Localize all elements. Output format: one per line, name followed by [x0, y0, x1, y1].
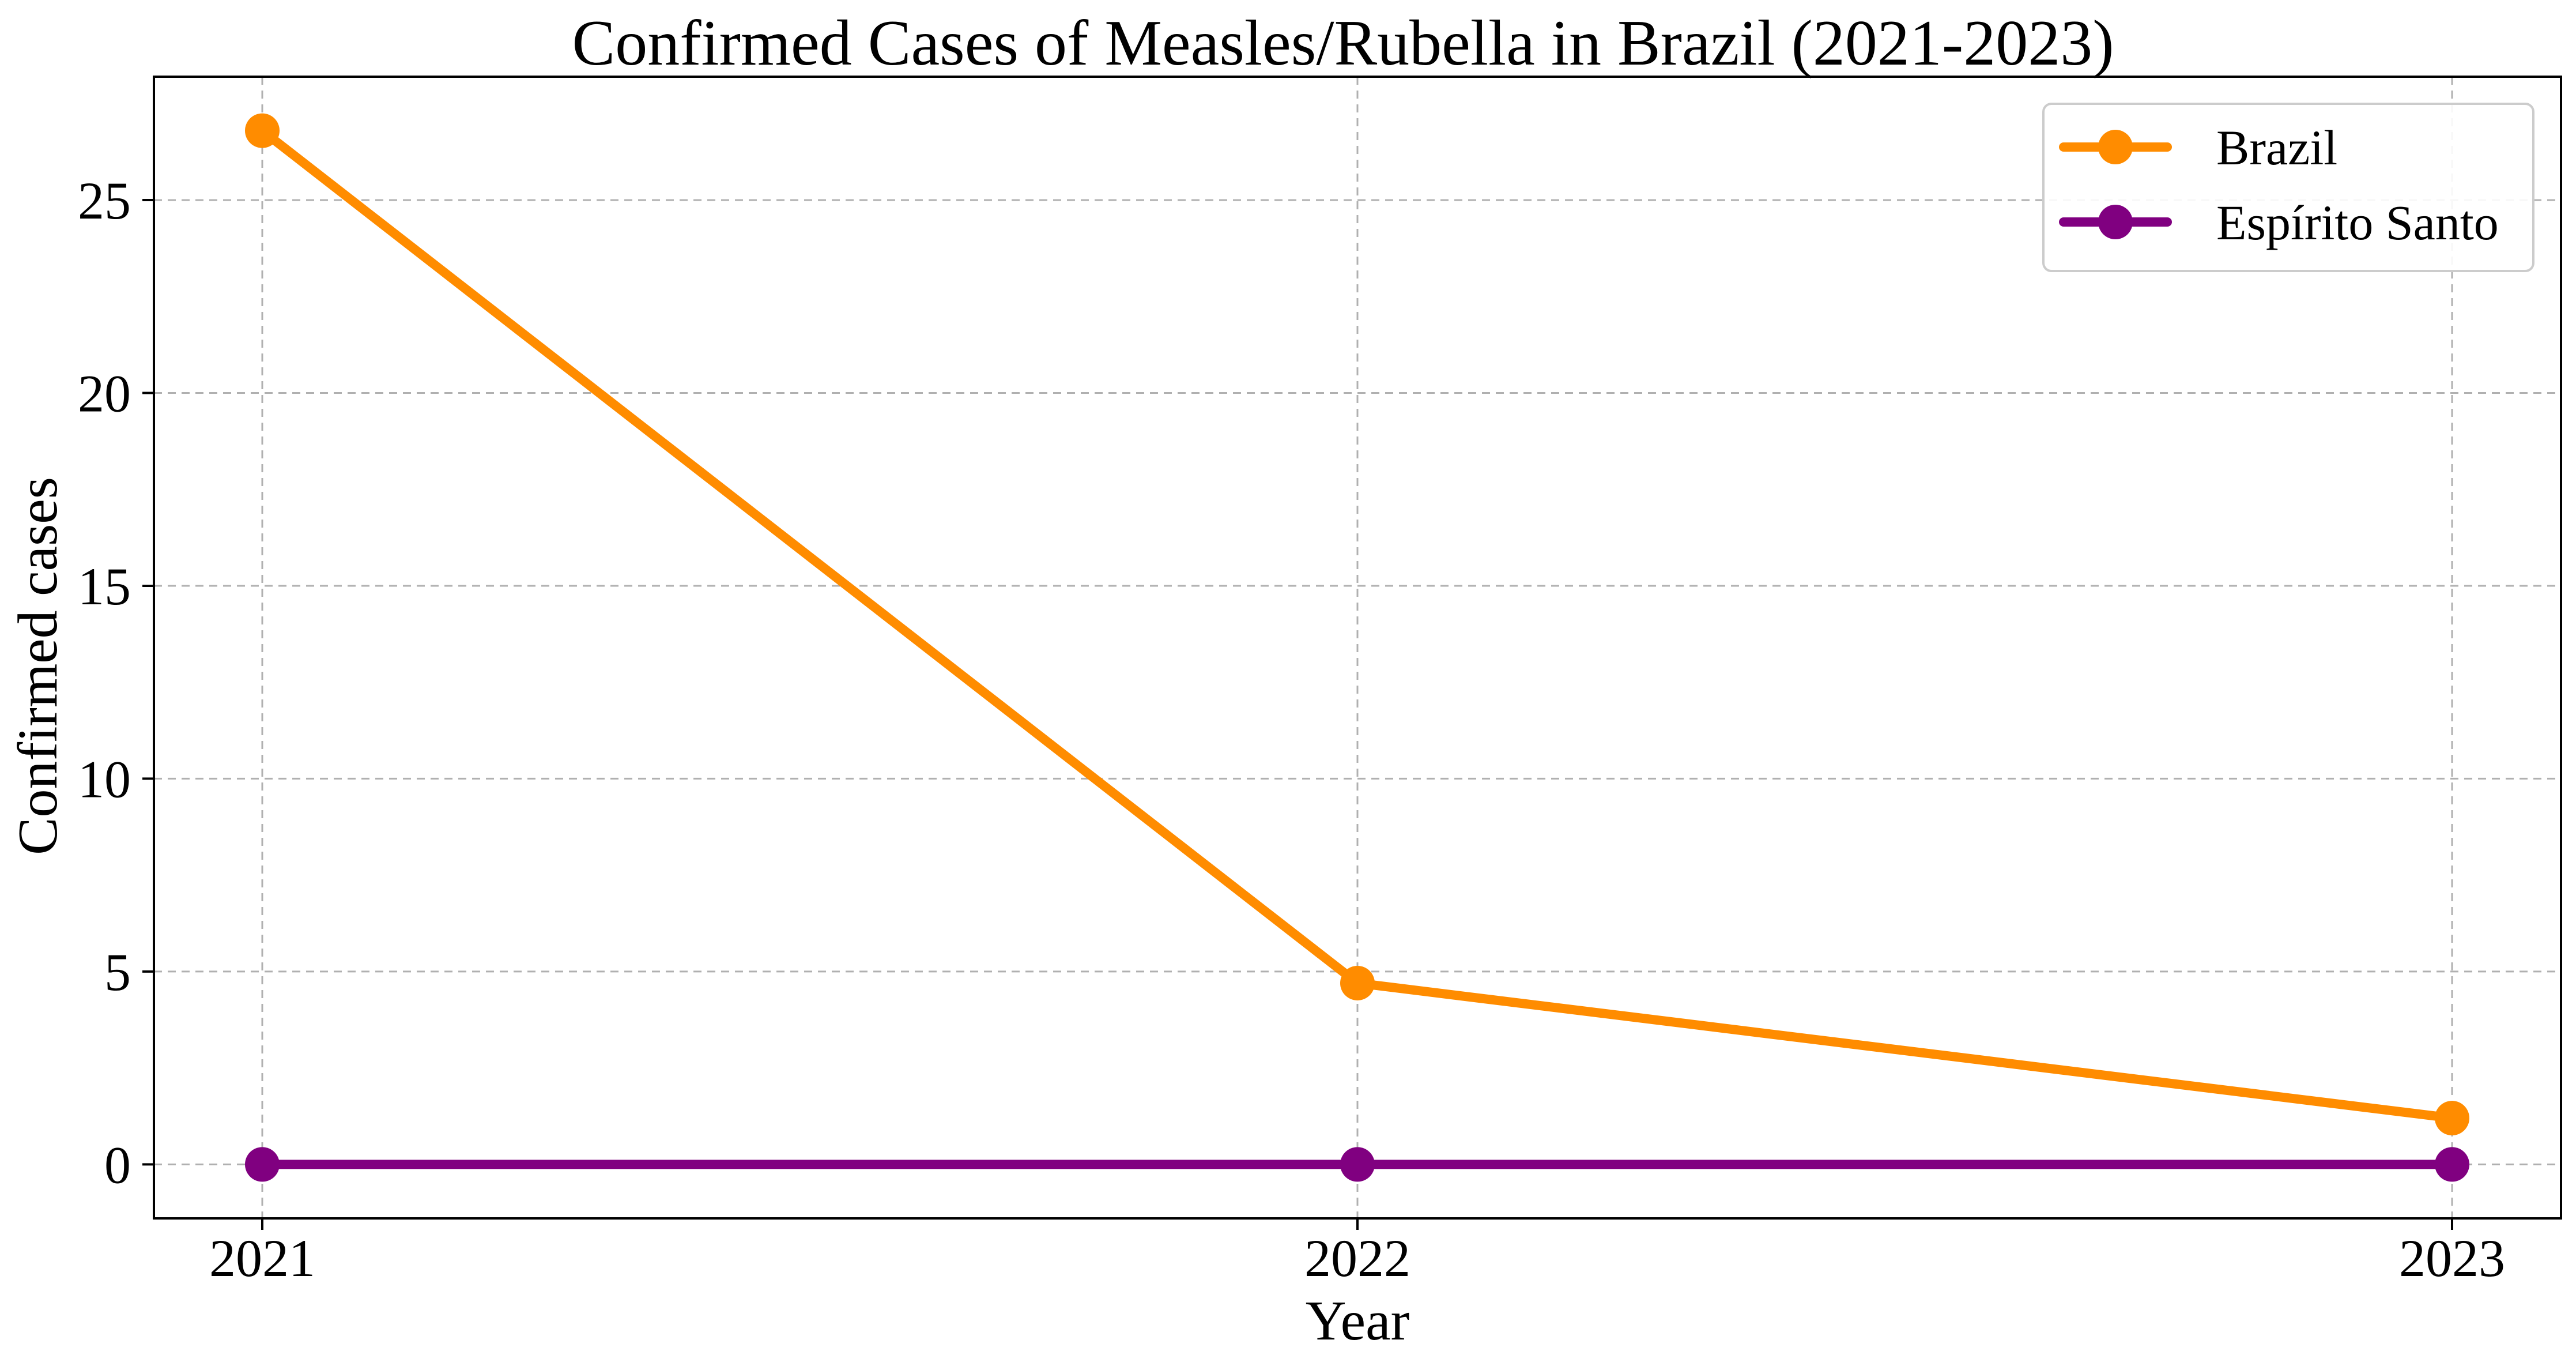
- x-tick-label-2023: 2023: [2399, 1229, 2505, 1288]
- legend-marker-esp-rito-santo: [2098, 205, 2133, 239]
- legend-label-brazil: Brazil: [2216, 120, 2337, 175]
- axes: 2021 2022 2023 0 5 10 15 20 25: [78, 76, 2562, 1288]
- x-tick-label-2021: 2021: [209, 1229, 315, 1288]
- data-point-brazil-2021: [245, 113, 280, 148]
- data-point-brazil-2023: [2435, 1101, 2469, 1136]
- legend-label-esp-rito-santo: Espírito Santo: [2216, 195, 2499, 250]
- data-point-brazil-2022: [1340, 965, 1375, 1000]
- y-tick-label-5: 5: [104, 943, 131, 1002]
- series: [245, 113, 2469, 1182]
- data-point-esp-rito-santo-2023: [2435, 1147, 2469, 1182]
- data-point-esp-rito-santo-2022: [1340, 1147, 1375, 1182]
- legend-marker-brazil: [2098, 130, 2133, 164]
- x-axis-label: Year: [1306, 1290, 1410, 1352]
- y-tick-label-25: 25: [78, 171, 131, 230]
- y-tick-label-0: 0: [104, 1135, 131, 1194]
- chart-title: Confirmed Cases of Measles/Rubella in Br…: [572, 7, 2114, 79]
- data-point-esp-rito-santo-2021: [245, 1147, 280, 1182]
- legend: Brazil Espírito Santo: [2042, 103, 2534, 272]
- x-tick-label-2022: 2022: [1304, 1229, 1410, 1288]
- y-tick-label-20: 20: [78, 364, 131, 423]
- y-axis-label: Confirmed cases: [7, 477, 69, 855]
- y-tick-label-10: 10: [78, 750, 131, 808]
- y-tick-label-15: 15: [78, 557, 131, 616]
